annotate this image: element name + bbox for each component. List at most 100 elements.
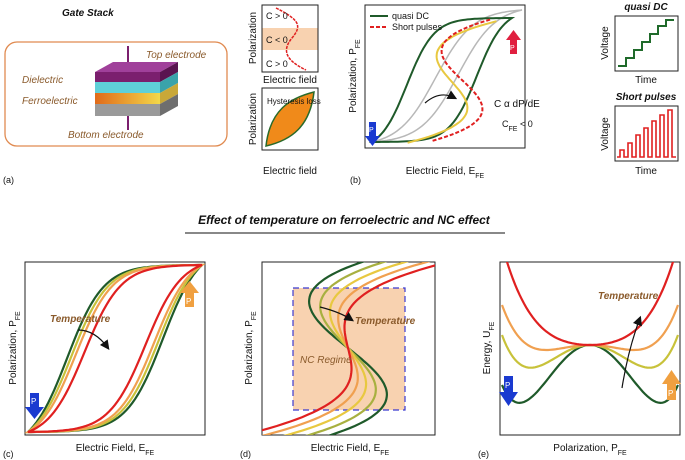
legend-label: Short pulses	[392, 22, 443, 32]
curves	[24, 263, 206, 434]
panel-label: (c)	[3, 449, 14, 459]
frame	[364, 4, 526, 149]
y-label: Polarization, PFE	[348, 39, 362, 113]
annotation: Temperature	[598, 291, 659, 302]
label: C < 0	[266, 35, 288, 45]
sub: FE	[15, 311, 22, 320]
frame	[261, 261, 436, 436]
sub: FE	[475, 173, 484, 180]
curve	[505, 262, 675, 347]
arrow-down	[499, 376, 518, 406]
frame	[614, 15, 679, 72]
label: Hysteresis loss	[267, 97, 321, 106]
sub: FE	[509, 126, 518, 133]
text: Electric Field, E	[76, 443, 146, 454]
text: Polarization, P	[8, 320, 19, 385]
x-label: Time	[635, 166, 657, 177]
p-label: P	[510, 45, 515, 52]
x-label: Electric field	[263, 166, 317, 177]
frame	[24, 261, 206, 436]
curve	[24, 263, 206, 434]
annotation: C α dP/dE	[494, 99, 540, 110]
annotation: NC Regime	[300, 355, 352, 366]
panel-label: (b)	[350, 175, 361, 185]
p-label: P	[505, 381, 510, 390]
frame	[261, 87, 319, 151]
sub: FE	[145, 450, 154, 457]
y-label: Voltage	[600, 26, 611, 60]
text: C	[502, 119, 509, 129]
frame	[499, 261, 681, 436]
y-label: Polarization, PFE	[244, 311, 258, 385]
arrow-up	[506, 30, 521, 54]
curve	[432, 18, 492, 142]
sub: FE	[251, 311, 258, 320]
curve	[368, 17, 516, 143]
label: Dielectric	[22, 75, 63, 86]
curve	[371, 9, 523, 143]
curve	[25, 263, 205, 434]
text: < 0	[517, 119, 532, 129]
frame	[261, 4, 319, 73]
s-curve	[275, 7, 307, 71]
sub: FE	[355, 39, 362, 48]
staircase	[618, 19, 674, 67]
x-label: Polarization, PFE	[553, 443, 627, 457]
p-label: P	[186, 297, 191, 306]
pulse-train	[617, 109, 676, 158]
x-label: Electric Field, EFE	[406, 166, 485, 180]
arrow-up	[662, 370, 681, 400]
panel-label: (d)	[240, 449, 251, 459]
label: C > 0	[266, 11, 288, 21]
arrow-down	[365, 122, 380, 146]
curve	[24, 263, 206, 434]
y-label: Polarization	[248, 12, 259, 64]
y-label: Polarization, PFE	[8, 311, 22, 385]
curve	[262, 264, 435, 432]
label: Ferroelectric	[22, 96, 78, 107]
label: Top electrode	[146, 50, 207, 61]
stack-frame	[4, 41, 228, 147]
text: Polarization, P	[244, 320, 255, 385]
label: C > 0	[266, 59, 288, 69]
curve	[27, 263, 203, 434]
legend-label: quasi DC	[392, 11, 430, 21]
gate-stack-title: Gate Stack	[62, 8, 114, 19]
sub: FE	[489, 321, 496, 330]
x-label: Electric field	[263, 75, 317, 86]
arrow-up	[180, 281, 199, 307]
p-label: P	[369, 127, 374, 134]
x-label: Electric Field, EFE	[311, 443, 390, 457]
frame	[614, 105, 679, 162]
y-label: Polarization	[248, 93, 259, 145]
text: Electric Field, E	[311, 443, 381, 454]
text: Polarization, P	[553, 443, 618, 454]
curves	[368, 9, 523, 144]
title: Short pulses	[616, 92, 677, 103]
x-label: Time	[635, 75, 657, 86]
curve	[501, 343, 679, 405]
title: quasi DC	[624, 2, 668, 13]
arrow	[319, 306, 354, 322]
gate-stack	[95, 46, 178, 130]
curve	[500, 334, 680, 369]
hysteresis-loop	[265, 91, 315, 147]
text: Electric Field, E	[406, 166, 476, 177]
sub: FE	[618, 450, 627, 457]
annotation: Temperature	[355, 316, 416, 327]
curves	[500, 262, 680, 405]
nc-band	[262, 28, 318, 50]
sub: FE	[380, 450, 389, 457]
p-label: P	[668, 389, 673, 398]
arrow-down	[25, 393, 44, 419]
y-label: Energy, UFE	[482, 321, 496, 374]
text: Polarization, P	[348, 48, 359, 113]
section-title: Effect of temperature on ferroelectric a…	[198, 213, 491, 227]
text: Energy, U	[482, 331, 493, 375]
arrow	[621, 315, 642, 389]
y-label: Voltage	[600, 117, 611, 151]
x-label: Electric Field, EFE	[76, 443, 155, 457]
panel-label: (e)	[478, 449, 489, 459]
arrow	[424, 90, 458, 104]
